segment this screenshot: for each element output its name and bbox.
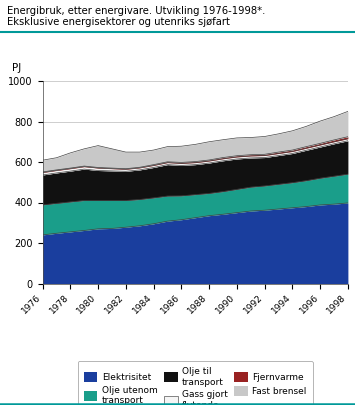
Text: PJ: PJ [12, 63, 21, 73]
Text: Energibruk, etter energivare. Utvikling 1976-1998*.: Energibruk, etter energivare. Utvikling … [7, 6, 266, 16]
Legend: Elektrisitet, Olje utenom
transport, Olje til
transport, Gass gjort
flytende, Fj: Elektrisitet, Olje utenom transport, Olj… [77, 361, 313, 405]
Text: Eksklusive energisektorer og utenriks sjøfart: Eksklusive energisektorer og utenriks sj… [7, 17, 230, 27]
